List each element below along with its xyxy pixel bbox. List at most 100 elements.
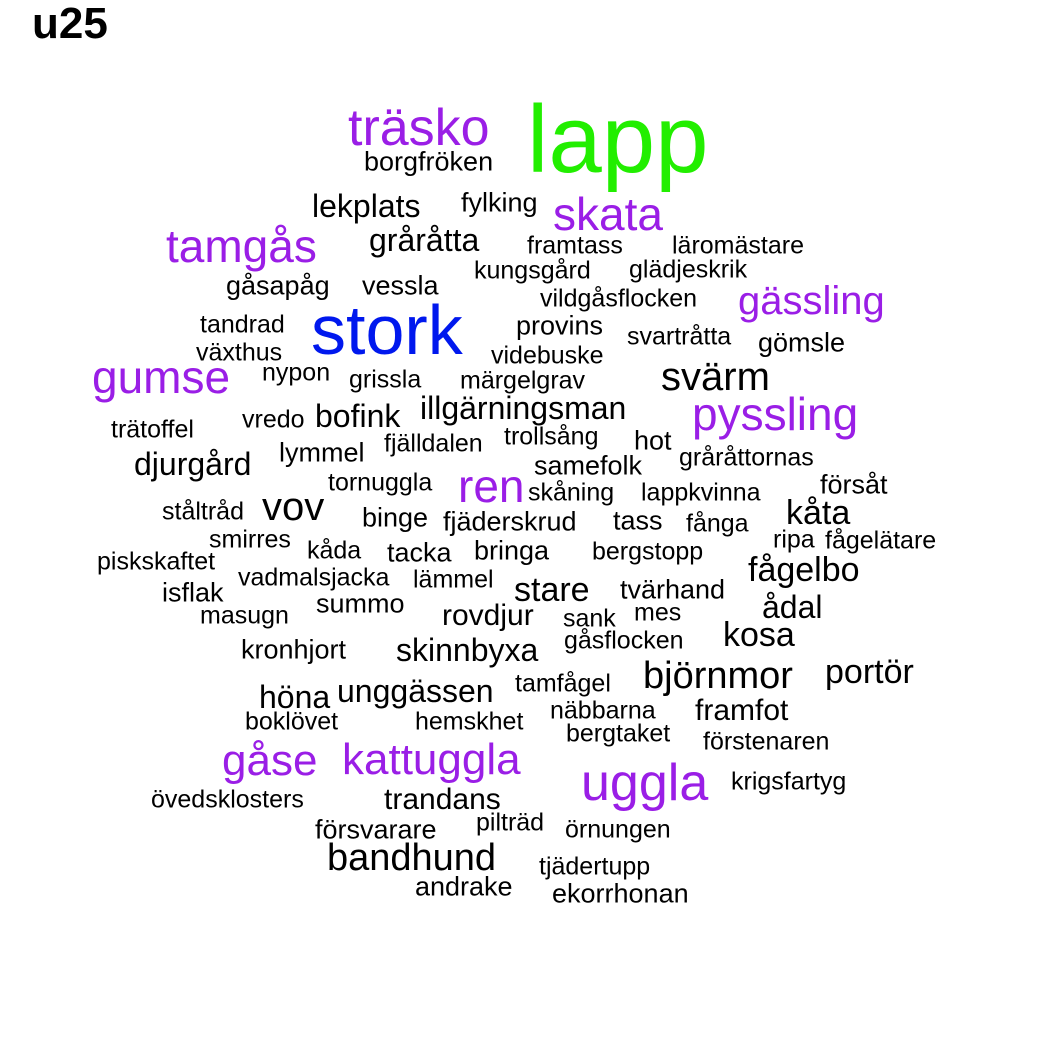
word-uggla: uggla [581,754,709,812]
word-boklovet: boklövet [245,707,339,736]
word-gase: gåse [222,736,318,785]
word-binge: binge [362,502,429,533]
word-bjornmor: björnmor [643,655,793,697]
word-borgfroken: borgfröken [364,146,494,177]
word-gasflocken: gåsflocken [564,626,684,655]
word-lammel: lämmel [413,565,494,594]
word-unggassen: unggässen [337,673,494,709]
word-kata: kåta [786,494,851,532]
word-vildgasflocken: vildgåsflocken [540,284,698,313]
word-kronhjort: kronhjort [241,634,347,665]
word-samefolk: samefolk [534,450,643,481]
word-tornuggla: tornuggla [328,468,433,497]
word-illgarningsman: illgärningsman [420,390,627,426]
word-tacka: tacka [387,537,452,568]
word-tjadertupp: tjädertupp [539,852,651,881]
word-framtass: framtass [527,231,623,260]
word-forsat: försåt [820,469,888,500]
word-kosa: kosa [723,616,795,654]
word-djurgard: djurgård [134,446,252,482]
word-tamfagel: tamfågel [515,669,611,698]
word-ekorrhonan: ekorrhonan [552,878,689,909]
word-lappkvinna: lappkvinna [641,478,761,507]
word-rovdjur: rovdjur [442,599,534,632]
word-stork: stork [311,291,463,369]
word-piskskaftet: piskskaftet [97,547,216,576]
word-fagelatare: fågelätare [825,526,937,555]
word-forsvarare: försvarare [315,814,437,845]
word-tvarhand: tvärhand [620,574,726,605]
word-trasko: träsko [348,99,490,157]
word-nabbarna: näbbarna [550,696,656,725]
word-laromastare: läromästare [672,231,804,260]
word-gladjeskrik: glädjeskrik [629,255,748,284]
word-vov: vov [262,485,325,529]
word-piltrad: pilträd [476,808,545,837]
word-bringa: bringa [474,535,550,566]
word-fagelbo: fågelbo [748,551,860,589]
word-skata: skata [553,188,663,240]
word-portor: portör [825,653,914,691]
word-graratta: gråråtta [369,222,480,258]
word-lymmel: lymmel [279,437,365,468]
word-vredo: vredo [242,405,305,434]
word-gassling: gässling [738,279,885,323]
word-krigsfartyg: krigsfartyg [731,767,847,796]
word-sank: sank [563,604,616,633]
word-vaxthus: växthus [196,338,283,367]
word-gumse: gumse [92,351,231,403]
word-vessla: vessla [362,270,439,301]
word-framfot: framfot [695,694,789,727]
word-bergstopp: bergstopp [592,537,704,566]
word-gomsle: gömsle [758,327,846,358]
word-trollsang: trollsång [504,422,599,451]
word-bandhund: bandhund [327,837,497,879]
word-hona: höna [259,679,331,715]
word-pyssling: pyssling [692,388,859,440]
word-grissla: grissla [349,365,422,394]
word-masugn: masugn [200,601,289,630]
word-tratoffel: trätoffel [111,415,194,444]
word-skaning: skåning [528,478,615,507]
word-stare: stare [514,571,590,609]
word-kungsgard: kungsgård [474,256,591,285]
word-tass: tass [613,505,663,536]
page-title: u25 [32,0,108,48]
word-bergtaket: bergtaket [566,719,671,748]
word-staltrad: ståltråd [162,497,244,526]
word-margelgrav: märgelgrav [460,366,586,395]
word-fanga: fånga [686,509,749,538]
word-svarm: svärm [661,355,770,399]
word-andrake: andrake [415,871,513,902]
word-tamgas: tamgås [166,220,317,272]
word-provins: provins [516,310,604,341]
word-mes: mes [634,598,682,627]
word-fjaderskrud: fjäderskrud [443,506,577,537]
word-hemskhet: hemskhet [415,707,524,736]
word-vadmalsjacka: vadmalsjacka [238,563,390,592]
word-tandrad: tandrad [200,310,285,339]
word-ripa: ripa [773,525,815,554]
word-isflak: isflak [162,577,224,608]
word-lekplats: lekplats [312,188,421,224]
word-ovedsklosters: övedsklosters [151,785,304,814]
word-grarattornas: gråråttornas [679,443,814,472]
word-hot: hot [634,425,672,456]
word-lapp: lapp [527,86,709,193]
word-kattuggla: kattuggla [342,735,521,784]
word-gasapag: gåsapåg [226,270,330,301]
word-bofink: bofink [315,398,401,434]
word-smirres: smirres [209,525,291,554]
word-forstenaren: förstenaren [703,727,830,756]
word-svartratta: svartråtta [627,322,732,351]
word-ornungen: örnungen [565,815,671,844]
word-fylking: fylking [461,187,538,218]
word-fjalldalen: fjälldalen [384,429,483,458]
word-adal: ådal [762,589,823,625]
word-trandans: trandans [384,783,501,816]
word-skinnbyxa: skinnbyxa [396,632,539,668]
word-summo: summo [316,588,405,619]
word-kada: kåda [307,536,362,565]
word-ren: ren [458,460,525,512]
